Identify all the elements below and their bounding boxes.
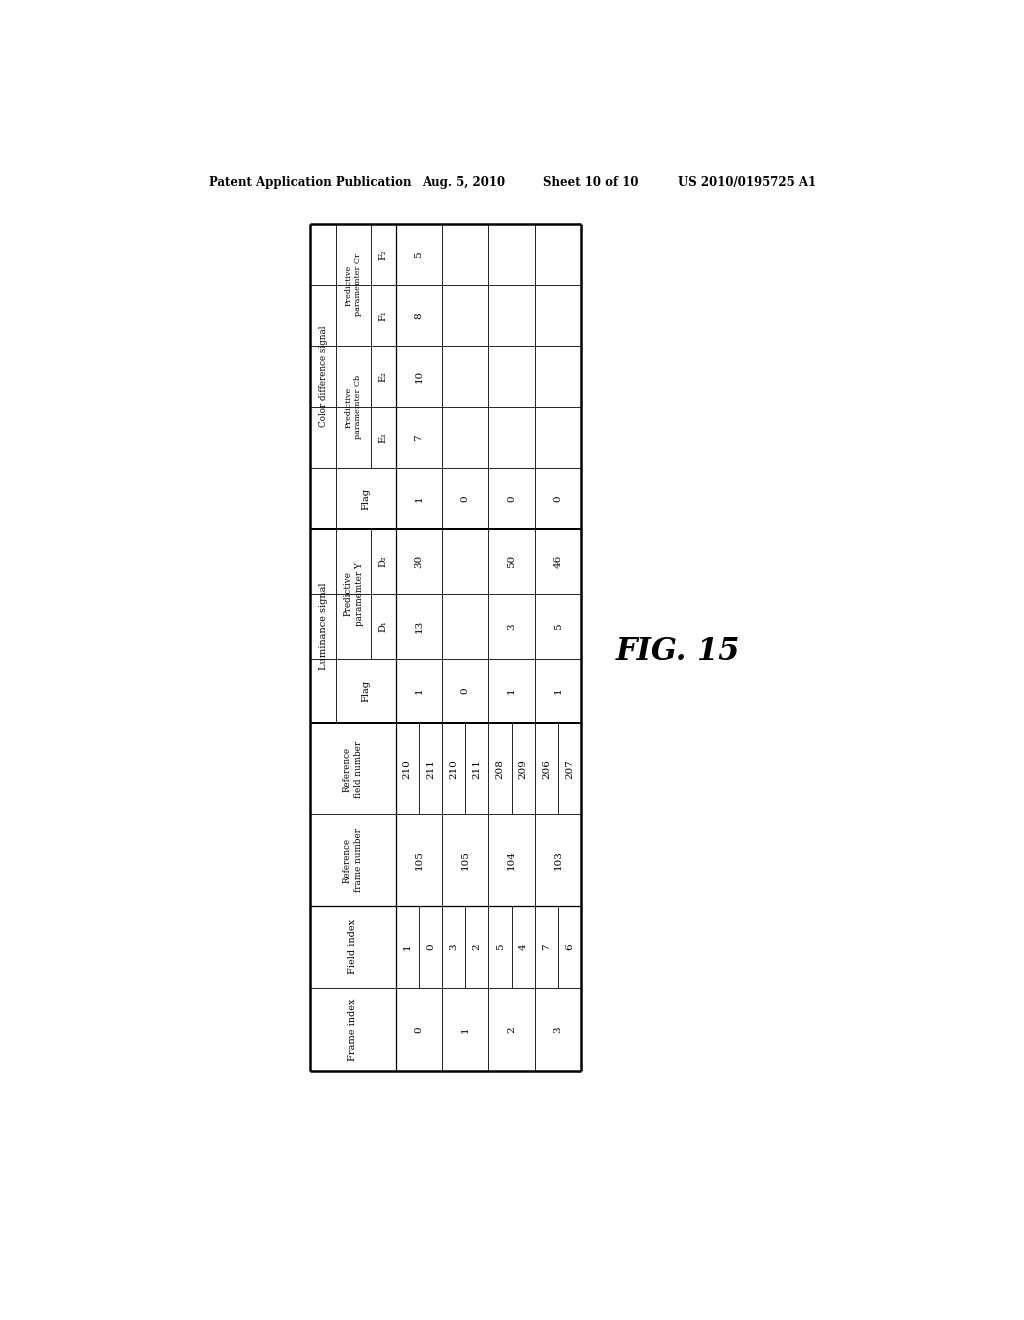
Text: Luminance signal: Luminance signal	[318, 582, 328, 671]
Text: 206: 206	[542, 759, 551, 779]
Text: 211: 211	[472, 759, 481, 779]
Text: Flag: Flag	[361, 680, 371, 702]
Text: 0: 0	[461, 495, 470, 502]
Text: 0: 0	[415, 1026, 423, 1032]
Text: Aug. 5, 2010: Aug. 5, 2010	[423, 176, 506, 189]
Text: 0: 0	[554, 495, 562, 502]
Text: 13: 13	[415, 619, 423, 632]
Text: 0: 0	[426, 944, 435, 950]
Text: 210: 210	[450, 759, 458, 779]
Text: 1: 1	[507, 688, 516, 694]
Text: 0: 0	[507, 495, 516, 502]
Text: US 2010/0195725 A1: US 2010/0195725 A1	[678, 176, 816, 189]
Text: 207: 207	[565, 759, 574, 779]
Text: D₁: D₁	[379, 620, 388, 632]
Text: 105: 105	[415, 850, 423, 870]
Text: 10: 10	[415, 370, 423, 383]
Text: 0: 0	[461, 688, 470, 694]
Text: Field index: Field index	[348, 919, 357, 974]
Text: 1: 1	[461, 1026, 470, 1032]
Text: 103: 103	[554, 850, 562, 870]
Text: 209: 209	[519, 759, 527, 779]
Text: 5: 5	[415, 251, 423, 257]
Text: 6: 6	[565, 944, 574, 950]
Text: E₂: E₂	[379, 371, 388, 381]
Text: Predictive
paramemter Y: Predictive paramemter Y	[343, 562, 364, 626]
Text: F₁: F₁	[379, 310, 388, 321]
Text: 30: 30	[415, 554, 423, 568]
Text: 3: 3	[554, 1026, 562, 1032]
Text: Flag: Flag	[361, 487, 371, 510]
Text: 5: 5	[496, 944, 505, 950]
Text: 2: 2	[507, 1026, 516, 1032]
Text: 105: 105	[461, 850, 470, 870]
Text: F₂: F₂	[379, 249, 388, 260]
Text: E₁: E₁	[379, 432, 388, 444]
Text: 7: 7	[542, 944, 551, 950]
Text: 1: 1	[415, 495, 423, 502]
Text: FIG. 15: FIG. 15	[616, 636, 740, 667]
Text: Color difference signal: Color difference signal	[318, 326, 328, 428]
Text: Reference
frame number: Reference frame number	[343, 828, 362, 892]
Text: Frame index: Frame index	[348, 998, 357, 1061]
Text: 2: 2	[472, 944, 481, 950]
Text: 1: 1	[554, 688, 562, 694]
Text: 7: 7	[415, 434, 423, 441]
Text: 1: 1	[415, 688, 423, 694]
Text: 104: 104	[507, 850, 516, 870]
Text: 210: 210	[402, 759, 412, 779]
Text: 3: 3	[507, 623, 516, 630]
Text: D₂: D₂	[379, 556, 388, 568]
Text: 50: 50	[507, 554, 516, 568]
Text: 1: 1	[402, 944, 412, 950]
Text: 4: 4	[519, 944, 527, 950]
Text: 8: 8	[415, 312, 423, 318]
Text: 5: 5	[554, 623, 562, 630]
Text: Reference
field number: Reference field number	[343, 741, 362, 797]
Text: 46: 46	[554, 554, 562, 568]
Text: Predictive
paramemter Cr: Predictive paramemter Cr	[345, 253, 362, 317]
Text: 3: 3	[450, 944, 458, 950]
Text: 211: 211	[426, 759, 435, 779]
Text: Patent Application Publication: Patent Application Publication	[209, 176, 412, 189]
Text: 208: 208	[496, 759, 505, 779]
Text: Sheet 10 of 10: Sheet 10 of 10	[543, 176, 638, 189]
Text: Predictive
paramemter Cb: Predictive paramemter Cb	[345, 375, 362, 440]
